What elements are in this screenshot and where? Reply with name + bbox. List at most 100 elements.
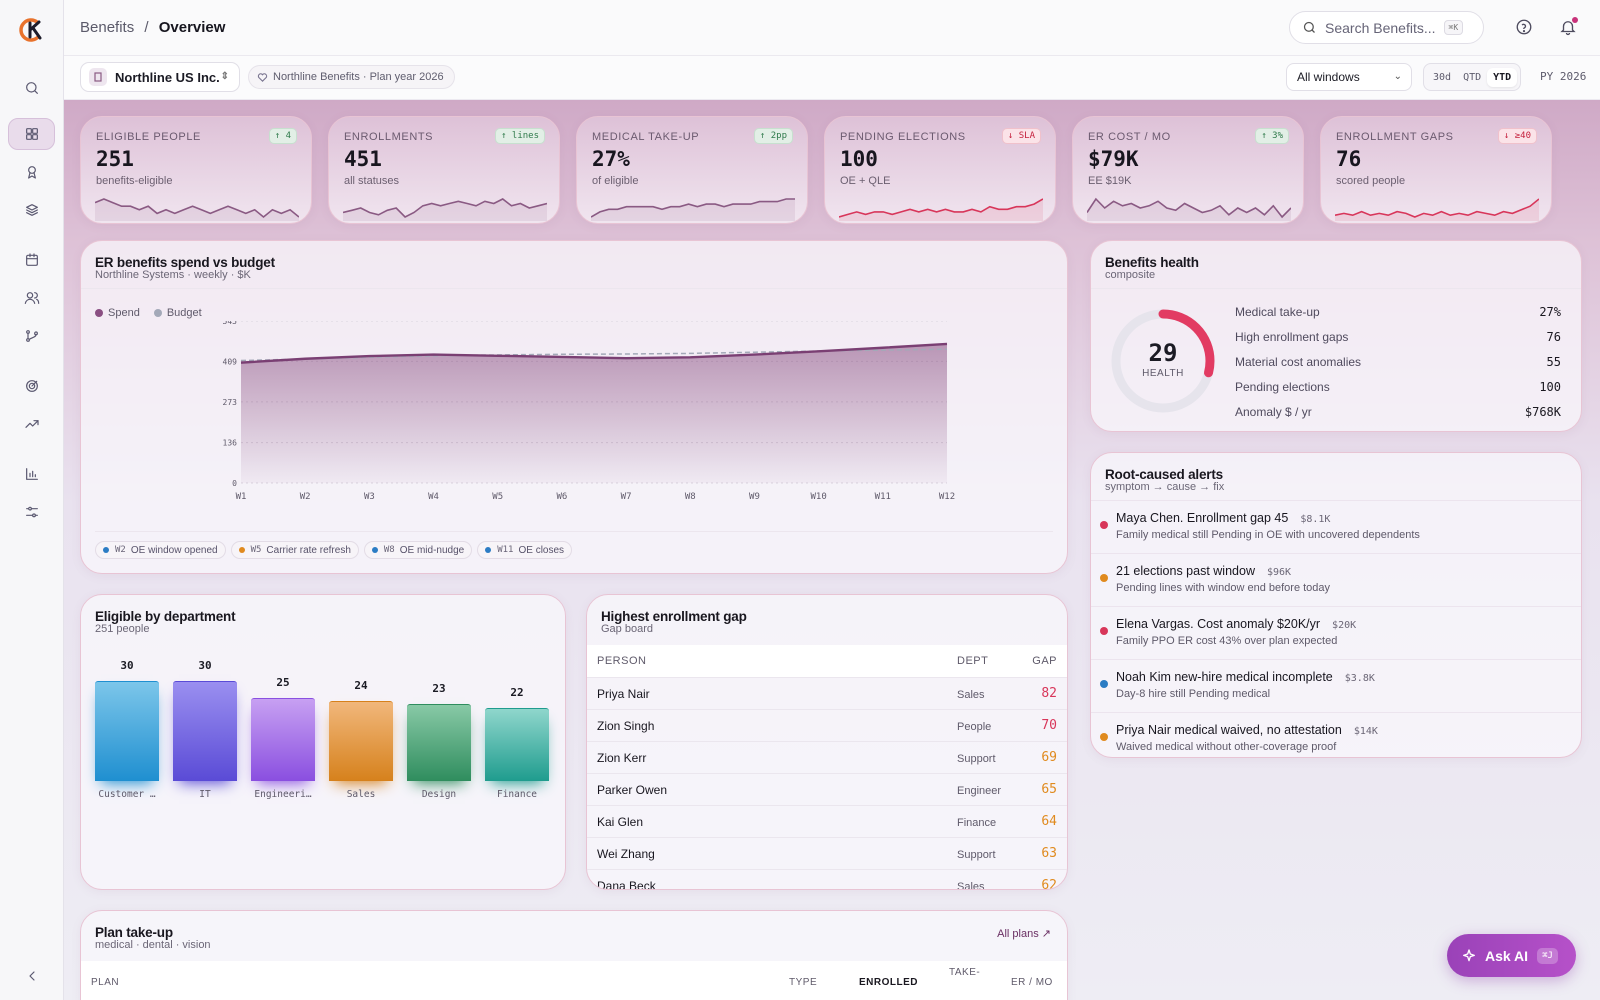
marker-label: Carrier rate refresh [266, 544, 351, 556]
divider [81, 288, 1067, 289]
window-select[interactable]: All windows ⌄ [1286, 63, 1412, 91]
alert-amount: $96K [1266, 567, 1292, 578]
notification-bell-icon[interactable] [1559, 17, 1578, 36]
kpi-label: PENDING ELECTIONS [840, 131, 966, 143]
kpi-card[interactable]: MEDICAL TAKE-UP 27% of eligible ↑ 2pp [576, 116, 808, 224]
col-person[interactable]: PERSON [597, 655, 647, 667]
col-er-mo[interactable]: ER / MO [1011, 977, 1053, 988]
award-icon[interactable] [8, 156, 55, 188]
event-marker-tag[interactable]: W5 Carrier rate refresh [230, 541, 359, 559]
sparkline-area [1335, 199, 1539, 221]
app-logo[interactable] [18, 16, 46, 44]
kpi-card[interactable]: ENROLLMENTS 451 all statuses ↑ lines [328, 116, 560, 224]
help-icon[interactable] [1515, 18, 1533, 36]
marker-label: OE closes [518, 544, 565, 556]
kpi-label: ENROLLMENT GAPS [1336, 131, 1454, 143]
alert-item[interactable]: Maya Chen. Enrollment gap 45 $8.1K Family … [1091, 500, 1581, 552]
x-tick-label: W2 [300, 492, 311, 502]
health-title: Benefits health [1105, 255, 1199, 270]
top-bar: Benefits / Overview Search Benefits... ⌘… [64, 0, 1600, 56]
col-enrolled[interactable]: ENROLLED [859, 977, 918, 988]
alert-item[interactable]: Priya Nair medical waived, no attestatio… [1091, 712, 1581, 757]
gap-score: 64 [1041, 814, 1057, 829]
plan-year-label[interactable]: PY 2026 [1540, 70, 1587, 83]
alert-amount: $8.1K [1300, 514, 1331, 525]
kpi-card[interactable]: ENROLLMENT GAPS 76 scored people ↓ ≥40 [1320, 116, 1552, 224]
ask-ai-button[interactable]: Ask AI ⌘J [1447, 934, 1576, 977]
table-row[interactable]: Zion Kerr Support 69 [587, 741, 1067, 773]
marker-dot [238, 547, 245, 553]
alert-item[interactable]: Elena Vargas. Cost anomaly $20K/yr $20K Fa… [1091, 606, 1581, 658]
sparkline-area [95, 199, 299, 221]
bar-category-label: IT [199, 789, 211, 800]
calendar-icon[interactable] [8, 244, 55, 276]
col-dept[interactable]: DEPT [957, 655, 989, 667]
table-row[interactable]: Dana Beck Sales 62 [587, 869, 1067, 889]
event-marker-tag[interactable]: W8 OE mid-nudge [363, 541, 473, 559]
event-marker-tag[interactable]: W2 OE window opened [95, 541, 226, 559]
alert-item[interactable]: 21 elections past window $96K Pending line… [1091, 553, 1581, 605]
legend-spend[interactable]: Spend [95, 307, 140, 319]
table-row[interactable]: Zion Singh People 70 [587, 709, 1067, 741]
layers-icon[interactable] [8, 194, 55, 226]
col-gap[interactable]: GAP [1032, 655, 1057, 667]
x-tick-label: W3 [364, 492, 375, 502]
search-icon[interactable] [8, 72, 55, 104]
trending-icon[interactable] [8, 408, 55, 440]
event-marker-tag[interactable]: W11 OE closes [477, 541, 573, 559]
kpi-label: ENROLLMENTS [344, 131, 434, 143]
chevron-updown-icon: ⇕ [220, 71, 229, 82]
range-30d[interactable]: 30d [1433, 71, 1452, 83]
legend-budget-label: Budget [166, 307, 202, 319]
table-row[interactable]: Priya Nair Sales 82 [587, 677, 1067, 709]
kpi-label: MEDICAL TAKE-UP [592, 131, 700, 143]
building-icon [89, 68, 107, 86]
table-row[interactable]: Parker Owen Engineer 65 [587, 773, 1067, 805]
table-row[interactable]: Wei Zhang Support 63 [587, 837, 1067, 869]
divider [1091, 288, 1581, 289]
kpi-card[interactable]: ELIGIBLE PEOPLE 251 benefits-eligible ↑ 4 [80, 116, 312, 224]
collapse-sidebar-icon[interactable] [8, 960, 55, 992]
org-switcher[interactable]: Northline US Inc. ⇕ [80, 62, 240, 92]
health-subtitle: composite [1105, 269, 1156, 281]
range-ytd[interactable]: YTD [1487, 67, 1518, 87]
sparkline-line [343, 198, 547, 218]
col-take-up[interactable]: TAKE- [949, 967, 981, 978]
alert-description: Waived medical without other-coverage pr… [1116, 741, 1337, 753]
people-icon[interactable] [8, 282, 55, 314]
dept-bar[interactable] [95, 681, 159, 781]
col-type[interactable]: TYPE [789, 977, 818, 988]
dept-bar[interactable] [407, 704, 471, 781]
spend-area-chart[interactable]: 0 136 273 409 545 W1 W2 W3 W4 W5 W6 W7 W8 W9 W10 W11 W12 [81, 321, 1069, 526]
gap-score: 65 [1041, 782, 1057, 797]
dashboard-icon[interactable] [8, 118, 55, 150]
alert-item[interactable]: Noah Kim new-hire medical incomplete $3.8… [1091, 659, 1581, 711]
search-input[interactable]: Search Benefits... ⌘K [1289, 11, 1484, 44]
takeup-table-header: PLAN TYPE ENROLLED TAKE- ER / MO [81, 961, 1067, 1000]
bar-category-label: Engineeri… [254, 789, 312, 800]
kpi-card[interactable]: ER COST / MO $79K EE $19K ↑ 3% [1072, 116, 1304, 224]
dept-bar[interactable] [329, 701, 393, 781]
all-plans-link[interactable]: All plans ↗ [997, 928, 1051, 940]
spend-area [241, 343, 947, 483]
dept-bar[interactable] [251, 697, 315, 781]
dept-bar[interactable] [173, 681, 237, 781]
breadcrumb-root[interactable]: Benefits [80, 19, 135, 36]
alert-title-row: Maya Chen. Enrollment gap 45 $8.1K [1116, 511, 1330, 525]
bar-chart-icon[interactable] [8, 458, 55, 490]
col-plan[interactable]: PLAN [91, 977, 120, 988]
gap-table-header: PERSON DEPT GAP [587, 645, 1067, 677]
kpi-value: 27% [592, 147, 630, 171]
kpi-card[interactable]: PENDING ELECTIONS 100 OE + QLE ↓ SLA [824, 116, 1056, 224]
dept-bar[interactable] [485, 707, 549, 781]
breadcrumb-separator: / [144, 19, 149, 36]
branch-icon[interactable] [8, 320, 55, 352]
table-row[interactable]: Kai Glen Finance 64 [587, 805, 1067, 837]
severity-dot [1100, 521, 1108, 529]
range-qtd[interactable]: QTD [1463, 71, 1482, 83]
legend-budget[interactable]: Budget [153, 307, 202, 319]
sparkline-line [95, 198, 299, 219]
sliders-icon[interactable] [8, 496, 55, 528]
target-icon[interactable] [8, 370, 55, 402]
health-metric-row: Material cost anomalies 55 [1235, 355, 1561, 369]
